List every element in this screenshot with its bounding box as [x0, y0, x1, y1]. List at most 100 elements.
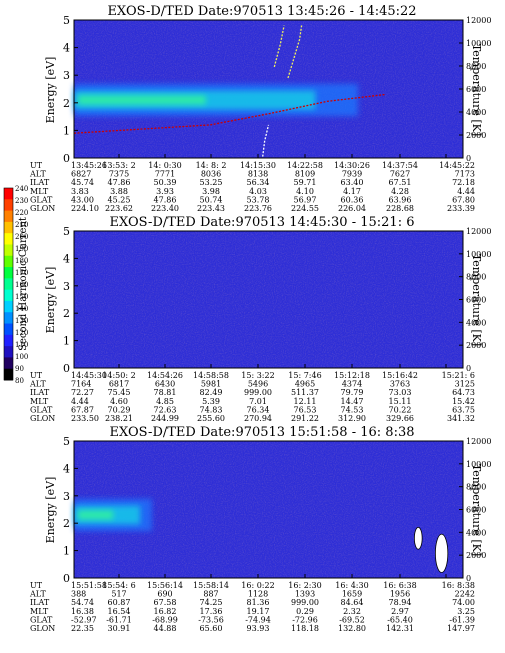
orbit-cell: 7771	[155, 170, 175, 179]
y2-tick-label: 0	[466, 364, 471, 373]
y-tick-label: 4	[63, 462, 70, 475]
orbit-cell: 67.51	[389, 178, 412, 187]
colorbar-tick-label: 220	[15, 209, 28, 217]
colorbar-swatch	[4, 233, 13, 245]
orbit-cell: 16: 2:30	[288, 581, 321, 590]
orbit-cell: 2242	[455, 590, 475, 599]
orbit-cell: 132.80	[338, 624, 366, 633]
orbit-row-label: UT	[30, 581, 43, 590]
orbit-cell: 511.37	[291, 388, 319, 397]
y2-tick-label: 2000	[466, 341, 486, 350]
panel-2-plot: 0 1 2 3 4 5 0 2000 4000 6000 8000 10000 12000 UT 14:45…	[29, 225, 491, 423]
orbit-cell: 1393	[295, 590, 315, 599]
orbit-cell: 226.04	[338, 204, 366, 213]
orbit-cell: 16.82	[154, 607, 177, 616]
y-tick-label: 3	[63, 490, 70, 503]
orbit-cell: 45.25	[108, 195, 131, 204]
orbit-cell: 15:21: 6	[442, 371, 475, 380]
orbit-cell: 50.39	[154, 178, 177, 187]
y2-tick-label: 0	[466, 154, 471, 163]
orbit-cell: 4.60	[110, 397, 128, 406]
orbit-cell: 67.80	[452, 195, 475, 204]
panel-3-y2label: Temperature [K]	[470, 464, 483, 556]
panel-1-ylabel: Energy [eV]	[44, 57, 57, 124]
y-tick-label: 5	[63, 225, 70, 238]
orbit-cell: -69.52	[339, 615, 365, 624]
colorbar-tick-label: 190	[15, 245, 28, 253]
orbit-cell: 14:30:26	[334, 161, 370, 170]
orbit-row-label: GLON	[30, 624, 55, 633]
orbit-cell: 14:50: 2	[102, 371, 135, 380]
orbit-row-label: MLT	[30, 607, 49, 616]
colorbar-swatch	[4, 334, 13, 347]
orbit-cell: 388	[71, 590, 86, 599]
orbit-cell: 53.78	[247, 195, 270, 204]
orbit-cell: 14: 0:30	[148, 161, 181, 170]
orbit-cell: 3.25	[457, 607, 475, 616]
orbit-row-label: GLAT	[30, 195, 53, 204]
y2-tick-label: 4000	[466, 528, 486, 537]
orbit-cell: 312.90	[338, 414, 366, 423]
colorbar-swatch	[4, 312, 13, 325]
y2-tick-label: 8000	[466, 273, 486, 282]
y2-tick-label: 10000	[466, 39, 491, 48]
colorbar-tick-label: 230	[15, 197, 28, 205]
y2-tick-label: 6000	[466, 85, 486, 94]
panel-3-ylabel: Energy [eV]	[44, 477, 57, 544]
y2-tick-label: 0	[466, 574, 471, 583]
orbit-cell: 224.10	[71, 204, 99, 213]
orbit-cell: 4965	[295, 380, 315, 389]
orbit-cell: 5.39	[202, 397, 220, 406]
blob-0	[413, 526, 423, 550]
orbit-cell: 47.86	[108, 178, 131, 187]
orbit-cell: 341.32	[447, 414, 475, 423]
orbit-cell: 14:37:54	[382, 161, 418, 170]
orbit-cell: 4.17	[343, 187, 361, 196]
colorbar-swatch	[4, 199, 13, 212]
y-tick-label: 1	[63, 545, 70, 558]
orbit-cell: 3125	[455, 380, 475, 389]
orbit-cell: -72.96	[292, 615, 318, 624]
y2-tick-label: 6000	[466, 506, 486, 515]
panel-2: EXOS-D/TED Date:970513 14:45:30 - 15:21:…	[29, 215, 491, 423]
colorbar-swatch	[4, 368, 13, 381]
panel-3-title: EXOS-D/TED Date:970513 15:51:58 - 16: 8:…	[110, 425, 415, 440]
orbit-cell: 255.60	[197, 414, 225, 423]
orbit-cell: 329.66	[386, 414, 414, 423]
colorbar-swatch	[4, 300, 13, 313]
orbit-cell: 22.35	[71, 624, 94, 633]
orbit-cell: 690	[157, 590, 172, 599]
orbit-cell: 14:45:30	[71, 371, 107, 380]
orbit-cell: 72.63	[154, 405, 177, 414]
orbit-cell: 73.03	[389, 388, 412, 397]
panel-3: EXOS-D/TED Date:970513 15:51:58 - 16: 8:…	[29, 425, 491, 633]
colorbar-tick-label: 210	[15, 221, 28, 229]
orbit-row-label: ILAT	[30, 388, 50, 397]
orbit-cell: 887	[203, 590, 218, 599]
orbit-cell: 517	[111, 590, 126, 599]
orbit-cell: 223.76	[244, 204, 272, 213]
orbit-cell: -61.39	[449, 615, 475, 624]
orbit-row-label: UT	[30, 371, 43, 380]
orbit-cell: 147.97	[447, 624, 475, 633]
orbit-cell: 5496	[248, 380, 268, 389]
orbit-cell: 84.64	[341, 598, 364, 607]
colorbar-tick-label: 200	[15, 233, 28, 241]
orbit-cell: 3.98	[202, 187, 220, 196]
y-tick-label: 2	[63, 97, 70, 110]
orbit-cell: 13:53: 2	[102, 161, 135, 170]
orbit-cell: 75.45	[108, 388, 131, 397]
band-core	[78, 510, 114, 520]
orbit-cell: 30.91	[108, 624, 131, 633]
orbit-cell: 15:56:14	[147, 581, 183, 590]
colorbar-swatch	[4, 188, 13, 200]
orbit-cell: 14.47	[341, 397, 364, 406]
orbit-cell: 1128	[248, 590, 268, 599]
orbit-cell: 15:51:58	[71, 581, 107, 590]
orbit-cell: 0.29	[296, 607, 314, 616]
orbit-cell: 78.81	[154, 388, 177, 397]
y2-tick-label: 8000	[466, 62, 486, 71]
orbit-row-label: GLAT	[30, 405, 53, 414]
orbit-row-label: ALT	[29, 380, 46, 389]
orbit-cell: 60.87	[108, 598, 131, 607]
